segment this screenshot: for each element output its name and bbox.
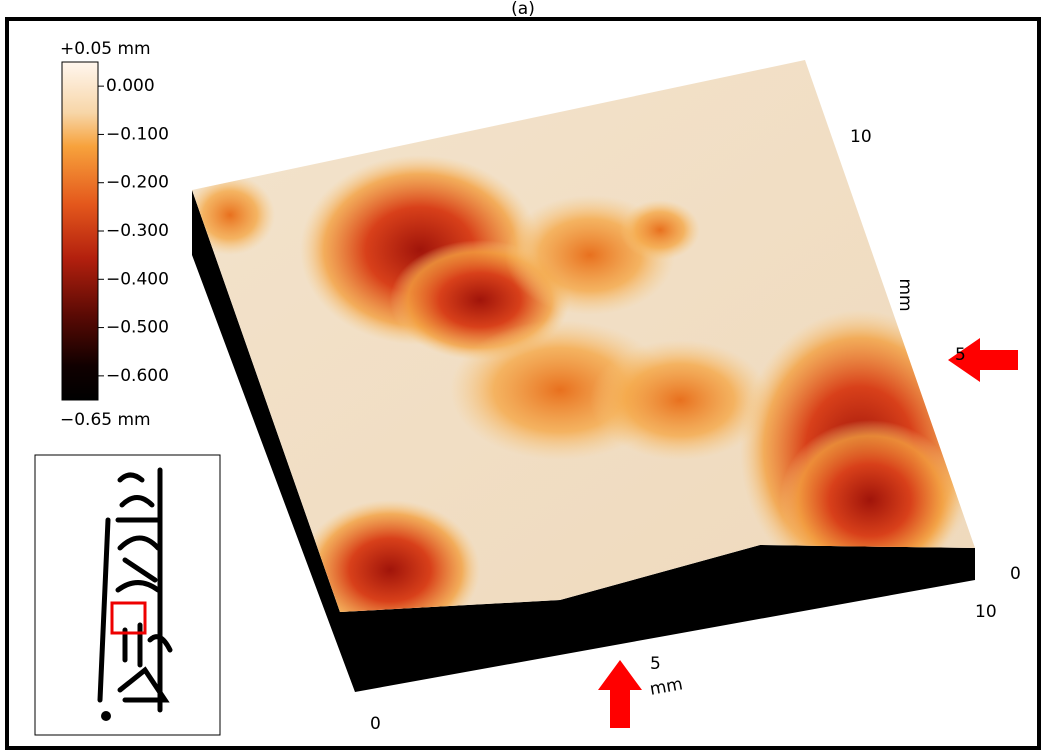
axis-unit: mm [895,278,915,311]
axis-label: 10 [850,127,872,147]
colorbar-top-label: +0.05 mm [60,39,151,59]
colorbar-tick-label: 0.000 [106,76,155,96]
arrow-bottom [598,660,642,728]
colorbar-tick-label: −0.200 [106,173,169,193]
surface-side [192,190,975,692]
colorbar [61,61,99,401]
axis-label: 0 [370,714,381,734]
colorbar-tick-label: −0.100 [106,124,169,144]
inset [34,454,221,736]
panel-label: (a) [511,0,535,19]
colorbar-tick-label: −0.300 [106,221,169,241]
colorbar-bottom-label: −0.65 mm [60,410,151,430]
colorbar-tick-label: −0.500 [106,318,169,338]
axis-label: 5 [650,654,661,674]
axis-label: 5 [955,345,966,365]
arrow-right [948,338,1018,382]
axis-label: 10 [975,602,997,622]
axis-label: 0 [1010,564,1021,584]
colorbar-tick-label: −0.400 [106,269,169,289]
colorbar-tick-label: −0.600 [106,366,169,386]
